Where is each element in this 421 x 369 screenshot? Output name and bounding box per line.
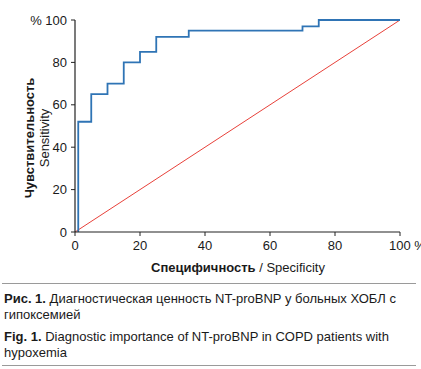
x-tick	[140, 232, 141, 236]
y-tick-label: % 100	[30, 13, 67, 28]
y-tick	[71, 189, 75, 190]
x-axis-label-part: Специфичность	[151, 260, 256, 275]
caption-text: Diagnostic importance of NT-proBNP in CO…	[4, 329, 389, 360]
caption-text: Диагностическая ценность NT-proBNP у бол…	[4, 291, 396, 322]
y-tick	[71, 20, 75, 21]
y-tick-label: 40	[53, 140, 67, 155]
y-axis	[74, 20, 75, 232]
y-tick	[71, 147, 75, 148]
series-line	[78, 20, 400, 232]
caption: Fig. 1. Diagnostic importance of NT-proB…	[4, 329, 404, 361]
y-tick-label: 20	[53, 182, 67, 197]
x-tick	[400, 232, 401, 236]
x-axis	[75, 231, 400, 232]
y-tick-label: 0	[60, 225, 67, 240]
caption-label: Рис. 1.	[4, 291, 46, 306]
x-axis-label-part: / Specificity	[256, 260, 326, 275]
divider	[2, 283, 416, 284]
x-tick-label: 40	[198, 238, 212, 253]
x-tick-label: 20	[133, 238, 147, 253]
x-tick-label: 60	[263, 238, 277, 253]
y-tick-label: 80	[53, 55, 67, 70]
y-tick	[71, 62, 75, 63]
x-tick	[335, 232, 336, 236]
y-tick	[71, 104, 75, 105]
y-tick-label: 60	[53, 97, 67, 112]
x-tick-label: 80	[328, 238, 342, 253]
x-tick	[75, 232, 76, 236]
divider	[2, 365, 416, 366]
series-line	[75, 20, 400, 232]
caption-label: Fig. 1.	[4, 329, 42, 344]
y-axis-label: Чувствительность	[22, 78, 37, 199]
x-tick-label: 100 %	[389, 238, 421, 253]
y-axis-label: Sensitivity	[37, 108, 52, 167]
chart: 0 20 40 60 80 % 100 0 20 40 60 80 100 % Чувствительн…	[0, 0, 421, 282]
y-tick	[71, 232, 75, 233]
caption: Рис. 1. Диагностическая ценность NT-proB…	[4, 291, 404, 323]
x-tick	[270, 232, 271, 236]
x-tick	[205, 232, 206, 236]
x-axis-label: Специфичность / Specificity	[151, 260, 325, 275]
plot-area	[75, 20, 400, 232]
x-tick-label: 0	[71, 238, 78, 253]
